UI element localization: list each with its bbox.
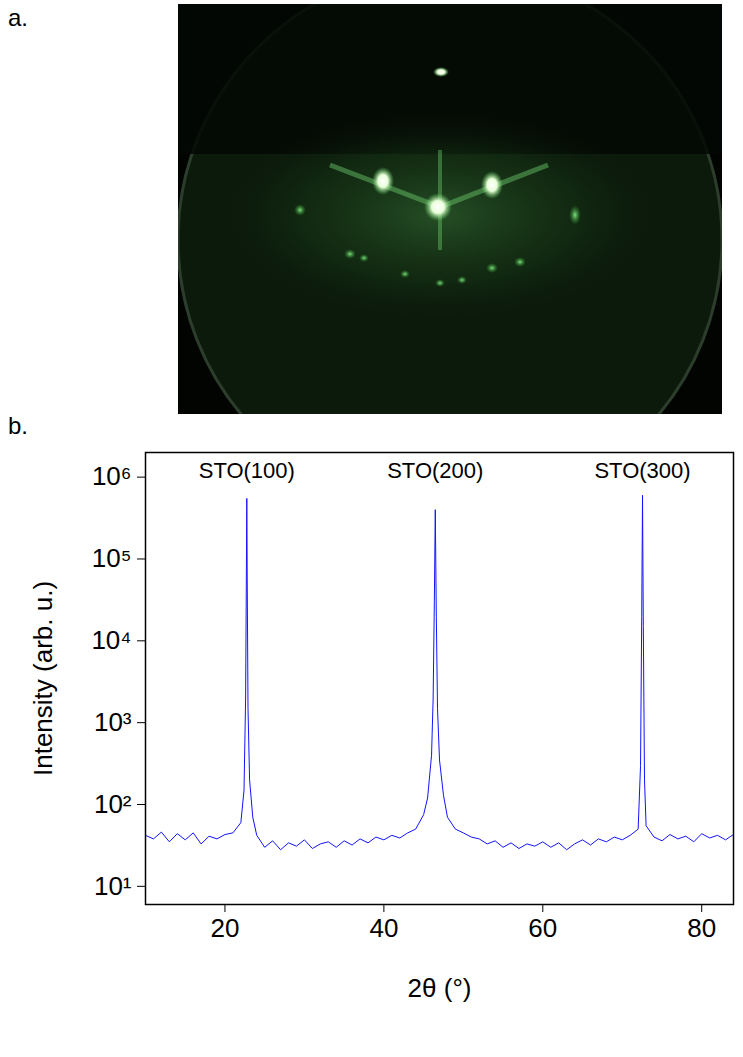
svg-text:STO(300): STO(300) <box>594 458 690 483</box>
svg-text:60: 60 <box>528 913 557 943</box>
svg-text:STO(100): STO(100) <box>199 458 295 483</box>
svg-text:Intensity (arb. u.): Intensity (arb. u.) <box>28 581 58 776</box>
svg-text:10¹: 10¹ <box>94 871 132 901</box>
svg-text:80: 80 <box>687 913 716 943</box>
html-text:b.: b. <box>8 412 28 439</box>
svg-text:10²: 10² <box>94 789 132 819</box>
html-text:a.: a. <box>8 4 28 31</box>
svg-text:40: 40 <box>369 913 398 943</box>
svg-text:10³: 10³ <box>94 707 132 737</box>
svg-text:STO(200): STO(200) <box>387 458 483 483</box>
svg-text:20: 20 <box>210 913 239 943</box>
svg-text:10⁵: 10⁵ <box>92 543 132 573</box>
svg-text:10⁴: 10⁴ <box>91 625 131 655</box>
svg-text:10⁶: 10⁶ <box>92 461 132 491</box>
svg-text:2θ (°): 2θ (°) <box>408 973 472 1003</box>
